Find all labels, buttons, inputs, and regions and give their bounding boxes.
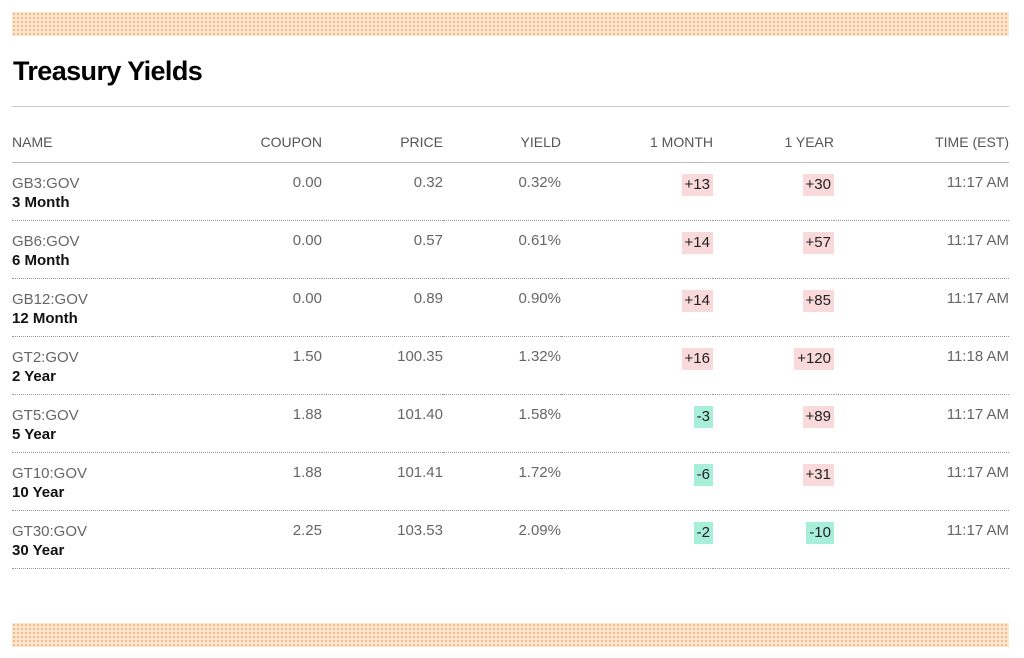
one-year-change-badge: +89 <box>802 406 834 428</box>
top-decorative-band <box>12 12 1009 36</box>
coupon-cell: 1.88 <box>152 452 322 511</box>
one-month-change-cell: -2 <box>561 510 713 569</box>
price-cell: 0.57 <box>322 220 443 279</box>
time-cell: 11:17 AM <box>834 278 1009 337</box>
table-row[interactable]: GT2:GOV 2 Year 1.50 100.35 1.32% +16 +12… <box>12 336 1009 395</box>
security-name-cell: GT2:GOV 2 Year <box>12 336 152 395</box>
ticker-link[interactable]: GT10:GOV <box>12 465 88 482</box>
one-month-change-cell: +14 <box>561 278 713 337</box>
column-header-1-year[interactable]: 1 YEAR <box>713 122 834 163</box>
table-row[interactable]: GB12:GOV 12 Month 0.00 0.89 0.90% +14 +8… <box>12 278 1009 337</box>
price-cell: 0.32 <box>322 162 443 221</box>
price-cell: 103.53 <box>322 510 443 569</box>
one-month-change-cell: -3 <box>561 394 713 453</box>
ticker-link[interactable]: GT2:GOV <box>12 349 79 366</box>
one-year-change-badge: +120 <box>794 348 834 370</box>
security-name: 2 Year <box>12 368 56 385</box>
one-year-change-cell: -10 <box>713 510 834 569</box>
yield-cell: 0.90% <box>443 278 561 337</box>
one-month-change-badge: +14 <box>681 232 713 254</box>
title-divider <box>12 106 1009 107</box>
security-name: 5 Year <box>12 426 56 443</box>
yield-cell: 1.72% <box>443 452 561 511</box>
yield-cell: 2.09% <box>443 510 561 569</box>
one-year-change-cell: +57 <box>713 220 834 279</box>
table-row[interactable]: GT30:GOV 30 Year 2.25 103.53 2.09% -2 -1… <box>12 510 1009 569</box>
one-year-change-badge: +31 <box>802 464 834 486</box>
table-row[interactable]: GT5:GOV 5 Year 1.88 101.40 1.58% -3 +89 … <box>12 394 1009 453</box>
column-header-price[interactable]: PRICE <box>322 122 443 163</box>
price-cell: 0.89 <box>322 278 443 337</box>
security-name-cell: GT5:GOV 5 Year <box>12 394 152 453</box>
one-year-change-badge: +30 <box>802 174 834 196</box>
table-row[interactable]: GB6:GOV 6 Month 0.00 0.57 0.61% +14 +57 … <box>12 220 1009 279</box>
one-month-change-badge: +14 <box>681 290 713 312</box>
one-month-change-badge: -2 <box>693 522 713 544</box>
one-month-change-cell: +14 <box>561 220 713 279</box>
security-name-cell: GB3:GOV 3 Month <box>12 162 152 221</box>
bottom-decorative-band <box>12 623 1009 647</box>
one-month-change-badge: +13 <box>681 174 713 196</box>
one-year-change-badge: +57 <box>802 232 834 254</box>
coupon-cell: 0.00 <box>152 162 322 221</box>
ticker-link[interactable]: GB12:GOV <box>12 291 88 308</box>
security-name-cell: GB6:GOV 6 Month <box>12 220 152 279</box>
security-name: 3 Month <box>12 194 70 211</box>
one-month-change-badge: -3 <box>693 406 713 428</box>
security-name: 6 Month <box>12 252 70 269</box>
security-name-cell: GT10:GOV 10 Year <box>12 452 152 511</box>
one-year-change-cell: +31 <box>713 452 834 511</box>
security-name: 12 Month <box>12 310 78 327</box>
time-cell: 11:17 AM <box>834 510 1009 569</box>
treasury-yields-table: NAME COUPON PRICE YIELD 1 MONTH 1 YEAR T… <box>12 122 1009 569</box>
one-year-change-badge: +85 <box>802 290 834 312</box>
table-header-row: NAME COUPON PRICE YIELD 1 MONTH 1 YEAR T… <box>12 122 1009 163</box>
yield-cell: 0.61% <box>443 220 561 279</box>
column-header-time[interactable]: TIME (EST) <box>834 122 1009 163</box>
ticker-link[interactable]: GT5:GOV <box>12 407 79 424</box>
price-cell: 101.41 <box>322 452 443 511</box>
ticker-link[interactable]: GT30:GOV <box>12 523 88 540</box>
column-header-1-month[interactable]: 1 MONTH <box>561 122 713 163</box>
yield-cell: 1.58% <box>443 394 561 453</box>
one-month-change-cell: +16 <box>561 336 713 395</box>
time-cell: 11:17 AM <box>834 220 1009 279</box>
ticker-link[interactable]: GB6:GOV <box>12 233 80 250</box>
ticker-link[interactable]: GB3:GOV <box>12 175 80 192</box>
price-cell: 100.35 <box>322 336 443 395</box>
one-year-change-cell: +85 <box>713 278 834 337</box>
coupon-cell: 0.00 <box>152 278 322 337</box>
coupon-cell: 0.00 <box>152 220 322 279</box>
one-year-change-cell: +89 <box>713 394 834 453</box>
page-title: Treasury Yields <box>13 56 203 86</box>
table-row[interactable]: GB3:GOV 3 Month 0.00 0.32 0.32% +13 +30 … <box>12 162 1009 221</box>
one-year-change-cell: +30 <box>713 162 834 221</box>
one-month-change-badge: -6 <box>693 464 713 486</box>
coupon-cell: 2.25 <box>152 510 322 569</box>
column-header-name[interactable]: NAME <box>12 122 152 163</box>
yield-cell: 0.32% <box>443 162 561 221</box>
price-cell: 101.40 <box>322 394 443 453</box>
column-header-yield[interactable]: YIELD <box>443 122 561 163</box>
time-cell: 11:17 AM <box>834 452 1009 511</box>
coupon-cell: 1.50 <box>152 336 322 395</box>
one-month-change-cell: +13 <box>561 162 713 221</box>
coupon-cell: 1.88 <box>152 394 322 453</box>
time-cell: 11:17 AM <box>834 394 1009 453</box>
security-name: 30 Year <box>12 542 65 559</box>
one-month-change-cell: -6 <box>561 452 713 511</box>
one-year-change-badge: -10 <box>806 522 834 544</box>
time-cell: 11:17 AM <box>834 162 1009 221</box>
time-cell: 11:18 AM <box>834 336 1009 395</box>
security-name: 10 Year <box>12 484 65 501</box>
one-month-change-badge: +16 <box>681 348 713 370</box>
security-name-cell: GB12:GOV 12 Month <box>12 278 152 337</box>
yield-cell: 1.32% <box>443 336 561 395</box>
one-year-change-cell: +120 <box>713 336 834 395</box>
table-row[interactable]: GT10:GOV 10 Year 1.88 101.41 1.72% -6 +3… <box>12 452 1009 511</box>
column-header-coupon[interactable]: COUPON <box>152 122 322 163</box>
security-name-cell: GT30:GOV 30 Year <box>12 510 152 569</box>
